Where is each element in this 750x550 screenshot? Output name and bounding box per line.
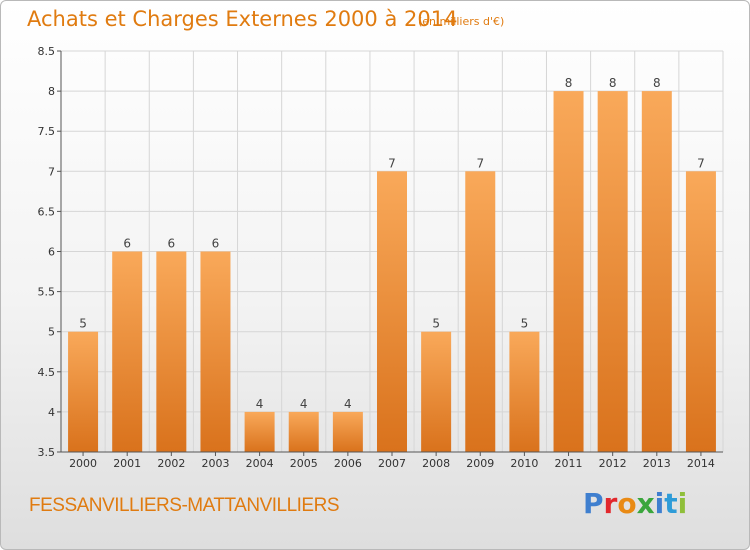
bar (597, 91, 628, 452)
y-tick-label: 4.5 (38, 366, 56, 379)
x-tick-label: 2009 (466, 457, 494, 470)
data-label: 8 (565, 76, 573, 90)
x-tick-label: 2007 (378, 457, 406, 470)
bar (465, 171, 496, 453)
x-tick-label: 2001 (113, 457, 141, 470)
axes: 3.5 4 4.5 5 5.5 6 6.5 7 7.5 8 8.5 2000 2001 2002 2003 2… (38, 45, 723, 470)
bar (332, 411, 363, 452)
x-tick-label: 2014 (687, 457, 715, 470)
logo-letter: t (664, 487, 678, 520)
y-tick-label: 4 (48, 406, 55, 419)
x-tick-label: 2000 (69, 457, 97, 470)
x-tick-label: 2008 (422, 457, 450, 470)
chart-unit-subtitle: (en milliers d'€) (418, 15, 505, 28)
x-tick-label: 2004 (246, 457, 274, 470)
logo-letter: i (654, 487, 665, 520)
x-tick-label: 2012 (599, 457, 627, 470)
y-tick-label: 5 (48, 326, 55, 339)
logo-letter: r (603, 487, 618, 520)
bars (68, 91, 716, 453)
y-tick-label: 7.5 (38, 125, 56, 138)
bar (112, 251, 143, 452)
commune-name: FESSANVILLIERS-MATTANVILLIERS (29, 495, 340, 516)
x-tick-label: 2005 (290, 457, 318, 470)
y-tick-label: 6.5 (38, 205, 56, 218)
data-label: 6 (168, 237, 176, 251)
bar (553, 91, 584, 452)
bar (288, 411, 319, 452)
y-tick-label: 3.5 (38, 446, 56, 459)
data-label: 6 (212, 237, 220, 251)
x-tick-label: 2010 (510, 457, 538, 470)
data-label: 7 (388, 156, 396, 170)
x-tick-label: 2013 (643, 457, 671, 470)
data-label: 4 (300, 397, 308, 411)
logo-letter: x (636, 487, 655, 520)
data-label: 6 (123, 237, 131, 251)
data-label: 7 (697, 156, 705, 170)
logo-letter: o (617, 487, 637, 520)
data-label: 5 (521, 317, 529, 331)
x-tick-label: 2011 (555, 457, 583, 470)
data-label: 7 (476, 156, 484, 170)
bar (509, 331, 540, 452)
bar (685, 171, 716, 453)
data-label: 8 (609, 76, 617, 90)
data-labels: 5 6 6 6 4 4 4 7 5 7 5 8 8 8 7 (79, 76, 705, 411)
bar (156, 251, 187, 452)
x-tick-label: 2006 (334, 457, 362, 470)
bar (244, 411, 275, 452)
chart-title: Achats et Charges Externes 2000 à 2014 (27, 7, 458, 31)
data-label: 5 (79, 317, 87, 331)
y-tick-label: 6 (48, 246, 55, 259)
bar (377, 171, 407, 453)
x-tick-label: 2002 (157, 457, 185, 470)
logo-letter: P (583, 487, 604, 520)
bar (641, 91, 672, 452)
data-label: 4 (344, 397, 352, 411)
y-tick-label: 5.5 (38, 286, 56, 299)
y-tick-label: 8 (48, 85, 55, 98)
bar (200, 251, 231, 452)
data-label: 4 (256, 397, 264, 411)
logo-letter: i (677, 487, 688, 520)
y-tick-label: 7 (48, 165, 55, 178)
data-label: 8 (653, 76, 661, 90)
bar (68, 331, 99, 452)
proxiti-logo[interactable]: Proxiti (583, 487, 687, 520)
bar (421, 331, 452, 452)
x-tick-label: 2003 (201, 457, 229, 470)
y-tick-label: 8.5 (38, 45, 56, 58)
data-label: 5 (432, 317, 440, 331)
